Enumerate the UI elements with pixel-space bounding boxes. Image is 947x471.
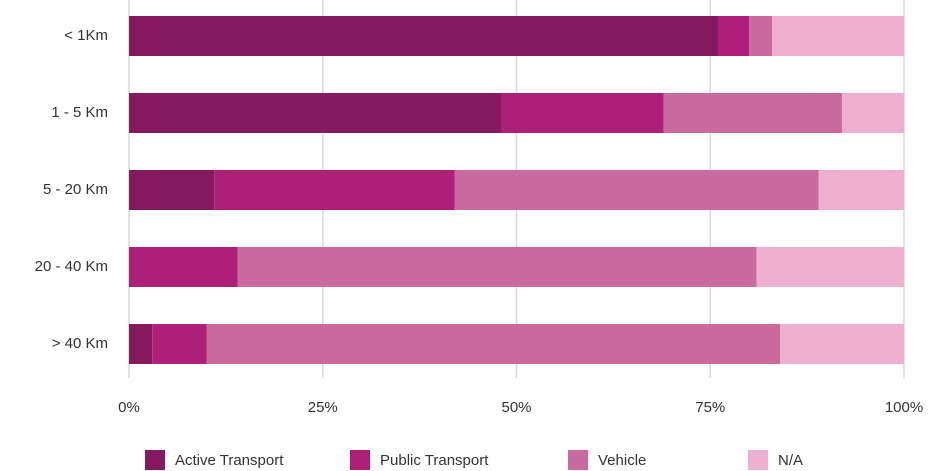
legend-swatch	[748, 450, 768, 470]
y-tick-label: 1 - 5 Km	[51, 104, 108, 121]
y-tick-label: < 1Km	[64, 27, 108, 44]
x-tick-label: 25%	[308, 399, 338, 416]
legend-swatch	[568, 450, 588, 470]
legend-swatch	[350, 450, 370, 470]
bar-segment	[718, 16, 749, 56]
y-tick-label: 5 - 20 Km	[42, 181, 108, 198]
x-tick-label: 75%	[695, 399, 725, 416]
y-tick-label: 20 - 40 Km	[34, 258, 108, 275]
y-tick-label: > 40 Km	[51, 335, 108, 352]
bar-segment	[237, 247, 757, 287]
bar-segment	[454, 170, 819, 210]
x-tick-label: 0%	[118, 399, 140, 416]
legend-label: N/A	[778, 452, 803, 469]
bar-segment	[842, 93, 904, 133]
bar-segment	[129, 247, 238, 287]
bar-segment	[129, 170, 215, 210]
bar-segment	[129, 93, 501, 133]
bar-segment	[206, 324, 780, 364]
bar-segment	[129, 324, 153, 364]
bar-segment	[818, 170, 904, 210]
bar-segment	[129, 16, 718, 56]
bar-segment	[772, 16, 904, 56]
bar-segment	[152, 324, 207, 364]
legend-label: Active Transport	[175, 452, 284, 469]
legend-label: Public Transport	[380, 452, 489, 469]
legend-swatch	[145, 450, 165, 470]
bar-segment	[501, 93, 664, 133]
bar-segment	[780, 324, 904, 364]
legend-label: Vehicle	[598, 452, 646, 469]
bar-segment	[214, 170, 455, 210]
bar-segment	[749, 16, 773, 56]
x-tick-label: 50%	[501, 399, 531, 416]
bar-segment	[756, 247, 904, 287]
bar-segment	[663, 93, 842, 133]
x-tick-label: 100%	[885, 399, 923, 416]
